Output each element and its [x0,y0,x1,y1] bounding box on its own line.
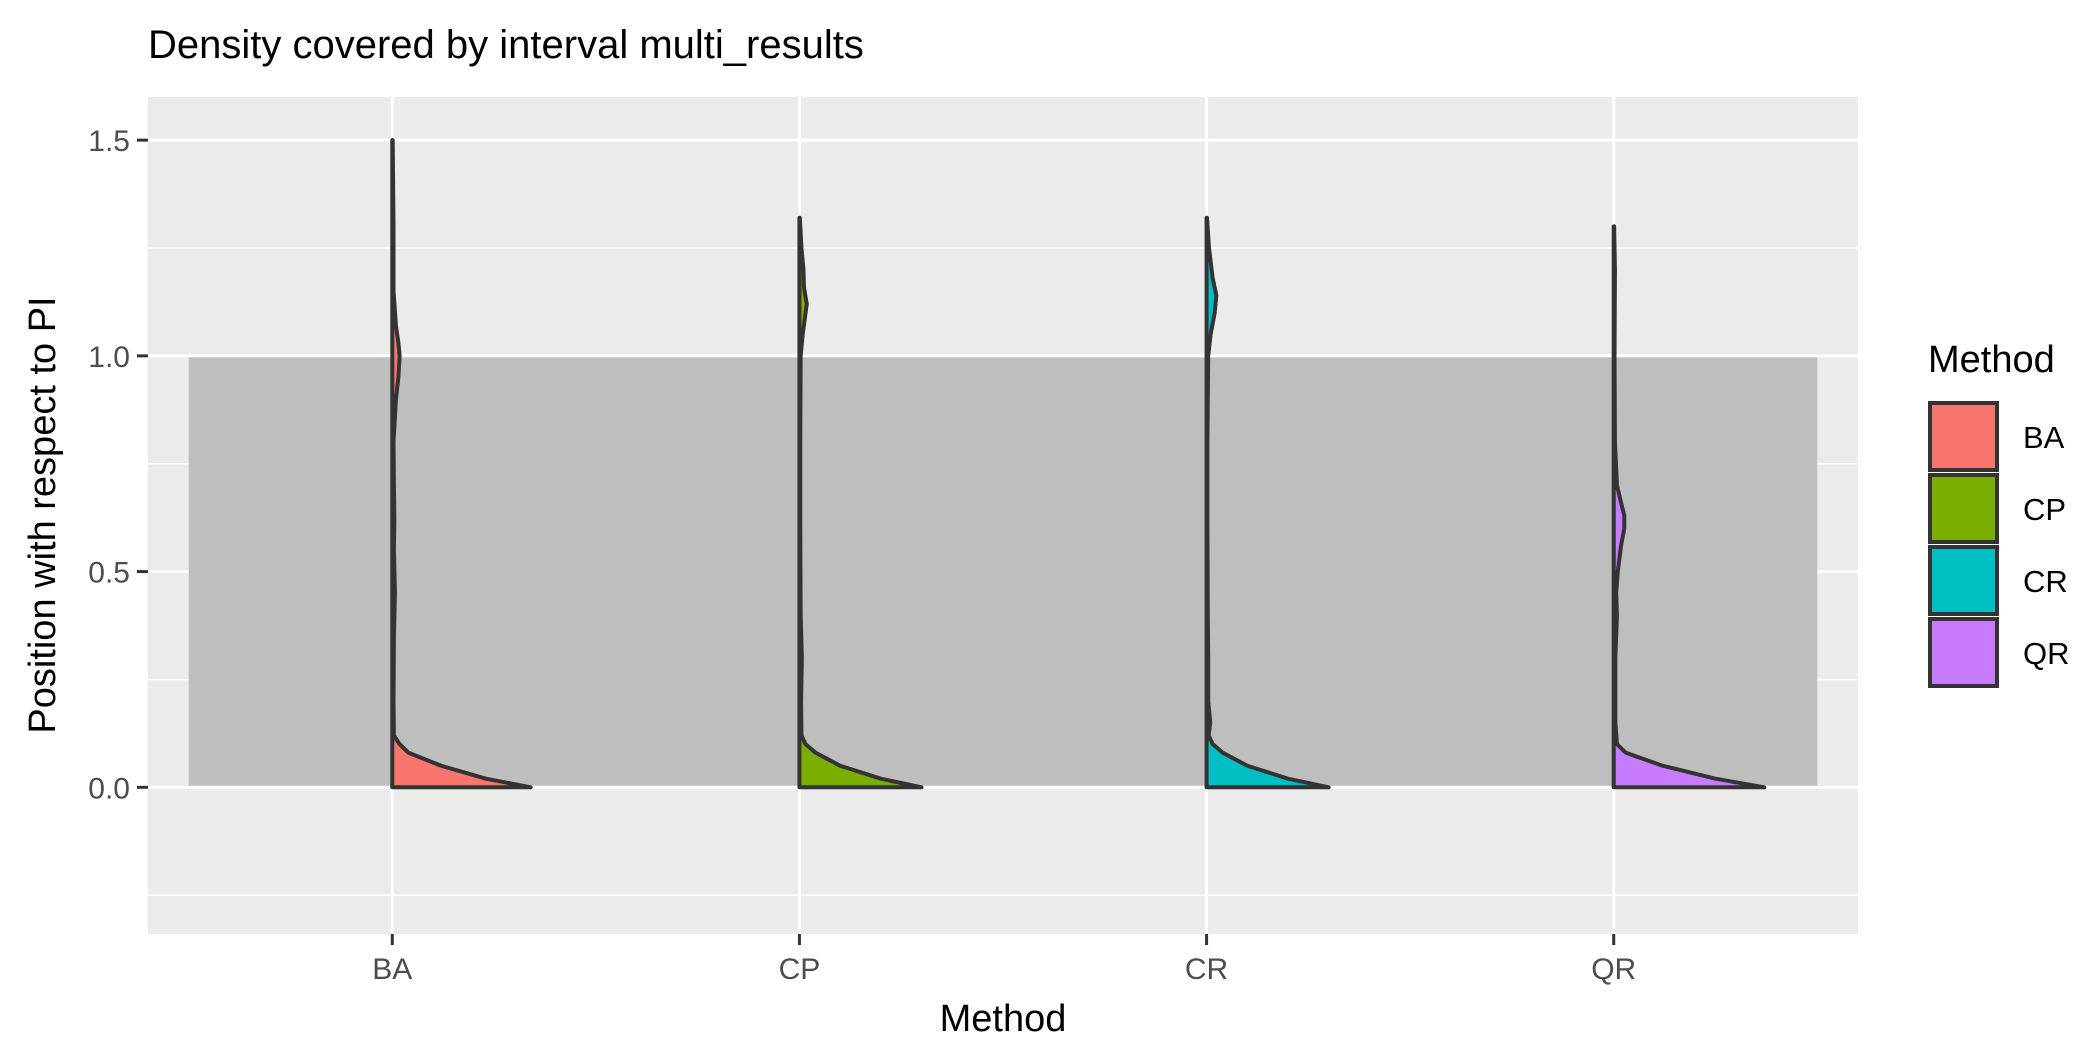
y-tick-label: 0.0 [88,772,130,805]
y-tick-label: 1.0 [88,341,130,374]
prediction-interval-band [188,355,1818,788]
legend-key-ba [1928,401,1999,472]
legend-key-cr [1928,545,1999,616]
legend-title: Method [1928,339,2055,381]
y-axis-title: Position with respect to PI [22,296,64,733]
violin-cp [797,215,924,790]
y-tick-label: 0.5 [88,557,130,590]
violin-ba [390,138,533,790]
legend-label: CR [2023,564,2068,599]
violin-cr [1204,215,1331,790]
x-tick-label: BA [372,953,412,986]
legend-key-qr [1928,617,1999,688]
x-tick-label: CP [779,953,821,986]
x-axis: BA CP CR QR [372,934,1636,986]
y-tick-label: 1.5 [88,125,130,158]
x-tick-label: CR [1185,953,1228,986]
legend-key-cp [1928,473,1999,544]
legend-label: BA [2023,420,2065,455]
x-axis-title: Method [940,998,1067,1040]
violin-qr [1611,224,1767,790]
chart-title: Density covered by interval multi_result… [148,23,864,67]
legend-label: QR [2023,636,2070,671]
legend-label: CP [2023,492,2066,527]
violin-series [390,138,1767,790]
x-tick-label: QR [1591,953,1636,986]
legend: Method BA CP CR QR [1928,339,2070,688]
y-axis: 0.0 0.5 1.0 1.5 [88,125,148,805]
